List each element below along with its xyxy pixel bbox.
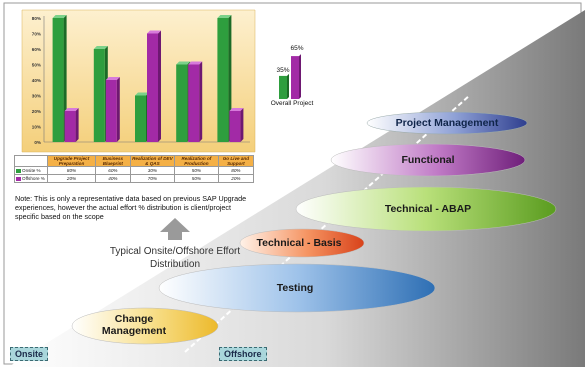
diagram-caption: Typical Onsite/Offshore Effort Distribut… xyxy=(109,246,241,270)
bar-top xyxy=(105,77,120,80)
bar-top xyxy=(135,92,149,96)
bar-offshore xyxy=(188,64,200,142)
table-cell: 30% xyxy=(129,166,176,175)
layer-label-change-management: Change Management xyxy=(101,313,167,337)
y-tick-label: 0% xyxy=(34,140,41,145)
table-col-header: Realization of DEV & QAS xyxy=(129,155,176,167)
y-tick-label: 80% xyxy=(32,16,41,21)
bar-offshore xyxy=(105,80,117,142)
table-cell: 70% xyxy=(129,174,176,183)
bar-onsite xyxy=(93,49,105,142)
table-row-offshore: Offshore % 20% 40% 70% 50% 20% xyxy=(14,174,255,183)
wedge-backdrop xyxy=(8,10,585,367)
y-tick-label: 20% xyxy=(32,109,41,114)
overall-bar-onsite xyxy=(279,75,287,99)
layer-label-technical-abap: Technical - ABAP xyxy=(384,203,472,215)
layer-ellipse-functional xyxy=(330,143,526,177)
overall-bar-offshore-side xyxy=(299,54,301,99)
bar-onsite xyxy=(135,95,146,142)
y-tick-label: 60% xyxy=(32,47,41,52)
y-tick-label: 30% xyxy=(32,93,41,98)
table-cell: 80% xyxy=(217,166,255,175)
bar-offshore xyxy=(147,33,158,142)
table-col-header: Realization of Production xyxy=(174,155,219,167)
layer-ellipse-technical-abap xyxy=(295,186,557,232)
table-corner xyxy=(14,155,48,167)
table-cell: 50% xyxy=(174,174,219,183)
layer-label-project-management: Project Management xyxy=(395,117,499,129)
bar-side xyxy=(75,108,79,142)
bar-side xyxy=(158,30,161,142)
layer-label-testing: Testing xyxy=(276,282,314,294)
legend-swatch-offshore xyxy=(16,176,21,181)
bar-side xyxy=(116,77,120,142)
bar-onsite xyxy=(52,18,64,142)
table-row-label: Onsite % xyxy=(14,166,48,175)
caption-arrow-stem xyxy=(168,232,182,240)
y-tick-label: 40% xyxy=(32,78,41,83)
overall-bar-offshore xyxy=(291,56,299,99)
bar-side xyxy=(240,108,244,142)
table-cell: 40% xyxy=(94,174,131,183)
bar-top xyxy=(52,15,67,18)
legend-label-offshore: Offshore % xyxy=(22,176,45,181)
overall-onsite-value: 35% xyxy=(276,67,290,74)
table-col-header: Upgrade Project Preparation xyxy=(47,155,96,167)
bar-onsite xyxy=(176,64,188,142)
onsite-tag: Onsite xyxy=(10,347,49,361)
y-tick-label: 10% xyxy=(32,124,41,129)
layer-label-technical-basis: Technical - Basis xyxy=(256,237,342,249)
legend-label-onsite: Onsite % xyxy=(22,168,41,173)
layer-ellipse-testing xyxy=(158,263,436,313)
table-cell: 20% xyxy=(217,174,255,183)
overall-project-label: Overall Project xyxy=(270,100,314,107)
bar-chart: 0% 10% 20% 30% 40% 50% 60% 70% 80% xyxy=(32,15,250,145)
bar-top xyxy=(188,61,203,65)
table-cell: 60% xyxy=(94,166,131,175)
table-row-onsite: Onsite % 80% 60% 30% 50% 80% xyxy=(14,166,255,175)
y-tick-label: 50% xyxy=(32,62,41,67)
chart-data-table: Upgrade Project Preparation Business Blu… xyxy=(14,155,255,183)
offshore-tag: Offshore xyxy=(219,347,267,361)
bar-top xyxy=(147,30,161,34)
table-col-header: Go Live and Support xyxy=(217,155,255,167)
table-cell: 80% xyxy=(47,166,96,175)
bar-onsite xyxy=(217,18,229,142)
table-col-header: Business Blueprint xyxy=(94,155,131,167)
disclaimer-note: Note: This is only a representative data… xyxy=(15,194,247,221)
table-row-label: Offshore % xyxy=(14,174,48,183)
legend-swatch-onsite xyxy=(16,168,21,173)
table-header-row: Upgrade Project Preparation Business Blu… xyxy=(14,155,255,167)
bar-offshore xyxy=(229,111,241,142)
layer-ellipse-technical-basis xyxy=(239,228,365,258)
y-tick-label: 70% xyxy=(32,31,41,36)
bar-top xyxy=(64,108,79,111)
bar-offshore xyxy=(64,111,76,142)
caption-arrow-head xyxy=(160,218,190,232)
bar-top xyxy=(93,46,108,49)
overall-offshore-value: 65% xyxy=(290,45,304,52)
layer-label-functional: Functional xyxy=(401,154,455,166)
layer-ellipse-project-management xyxy=(366,111,528,135)
overall-project-chart xyxy=(279,54,301,99)
bar-top xyxy=(217,15,232,18)
bar-top xyxy=(229,108,244,111)
bar-top xyxy=(176,61,191,65)
table-cell: 20% xyxy=(47,174,96,183)
layer-ellipse-change-management xyxy=(71,307,219,345)
table-cell: 50% xyxy=(174,166,219,175)
bar-side xyxy=(199,61,203,142)
overall-bar-onsite-side xyxy=(287,73,289,99)
